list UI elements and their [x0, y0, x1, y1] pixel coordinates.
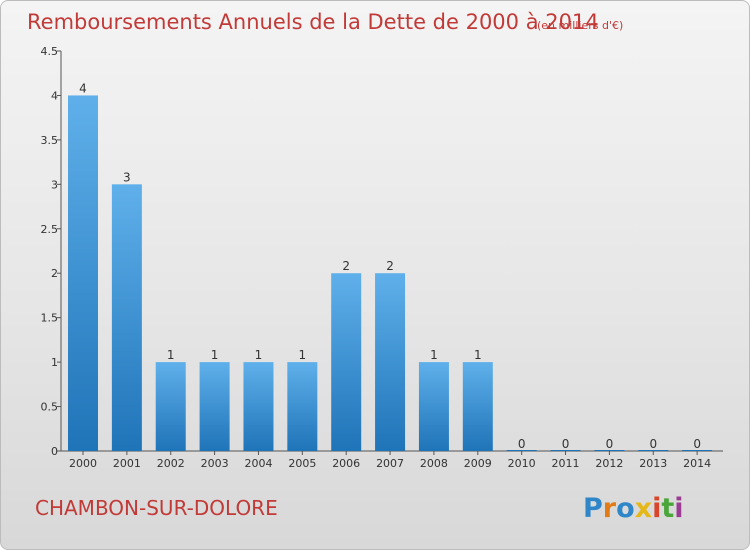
bar-series: 4 3 1 1 1 1 2 2 1 1 0 0 0 0 0 [68, 81, 713, 452]
bar-2003 [199, 362, 230, 451]
x-tick-label-2009: 2009 [464, 457, 492, 470]
town-name: CHAMBON-SUR-DOLORE [35, 496, 278, 520]
data-label-2013: 0 [649, 437, 657, 451]
x-tick-label-2012: 2012 [595, 457, 623, 470]
y-tick-label: 2.5 [41, 223, 59, 236]
x-axis-ticks: 2000 2001 2002 2003 2004 2005 2006 2007 2008 2009… [69, 451, 711, 470]
y-tick-label: 1.5 [41, 312, 59, 325]
x-tick-label-2008: 2008 [420, 457, 448, 470]
bar-2007 [375, 273, 406, 451]
data-label-2010: 0 [518, 437, 526, 451]
bar-2002 [155, 362, 186, 451]
bar-2009 [462, 362, 493, 451]
bar-2000 [68, 95, 98, 451]
data-label-2007: 2 [386, 259, 394, 273]
x-tick-label-2004: 2004 [244, 457, 272, 470]
x-tick-label-2005: 2005 [288, 457, 316, 470]
data-label-2003: 1 [211, 348, 219, 362]
data-label-2005: 1 [299, 348, 307, 362]
x-tick-label-2014: 2014 [683, 457, 711, 470]
data-label-2011: 0 [562, 437, 570, 451]
logo-letter: t [661, 493, 674, 524]
x-tick-label-2011: 2011 [552, 457, 580, 470]
x-tick-label-2002: 2002 [157, 457, 185, 470]
chart-subtitle: (en milliers d'€) [537, 19, 623, 32]
chart-title: Remboursements Annuels de la Dette de 20… [27, 10, 599, 34]
bar-2008 [418, 362, 449, 451]
bar-2014 [682, 450, 713, 451]
x-tick-label-2001: 2001 [113, 457, 141, 470]
data-label-2000: 4 [79, 81, 87, 95]
proxiti-logo: Proxiti [583, 493, 684, 524]
y-axis-ticks: 0 0.5 1 1.5 2 2.5 3 3.5 4 4.5 [41, 45, 61, 458]
x-tick-label-2010: 2010 [508, 457, 536, 470]
data-label-2004: 1 [255, 348, 263, 362]
bar-2010 [506, 450, 537, 451]
bar-2012 [594, 450, 625, 451]
data-label-2001: 3 [123, 170, 131, 184]
bar-2006 [331, 273, 362, 451]
bar-2004 [243, 362, 274, 451]
y-tick-label: 4 [51, 89, 58, 102]
logo-letter: x [635, 493, 652, 524]
data-label-2006: 2 [342, 259, 350, 273]
y-tick-label: 0.5 [41, 401, 59, 414]
y-tick-label: 1 [51, 356, 58, 369]
y-tick-label: 0 [51, 445, 58, 458]
bar-2001 [111, 184, 142, 452]
y-tick-label: 3 [51, 178, 58, 191]
bar-2005 [287, 362, 318, 451]
y-tick-label: 3.5 [41, 134, 59, 147]
x-tick-label-2007: 2007 [376, 457, 404, 470]
bar-2013 [638, 450, 669, 451]
x-tick-label-2003: 2003 [201, 457, 229, 470]
logo-letter: r [603, 493, 617, 524]
data-label-2012: 0 [606, 437, 614, 451]
logo-letter: P [583, 493, 603, 524]
data-label-2008: 1 [430, 348, 438, 362]
logo-letter: i [674, 493, 683, 524]
x-tick-label-2000: 2000 [69, 457, 97, 470]
y-tick-label: 2 [51, 267, 58, 280]
bar-2011 [550, 450, 581, 451]
data-label-2009: 1 [474, 348, 482, 362]
data-label-2014: 0 [693, 437, 701, 451]
logo-letter: o [616, 493, 635, 524]
logo-letter: i [652, 493, 661, 524]
x-tick-label-2013: 2013 [639, 457, 667, 470]
y-tick-label: 4.5 [41, 45, 59, 58]
data-label-2002: 1 [167, 348, 175, 362]
x-tick-label-2006: 2006 [332, 457, 360, 470]
